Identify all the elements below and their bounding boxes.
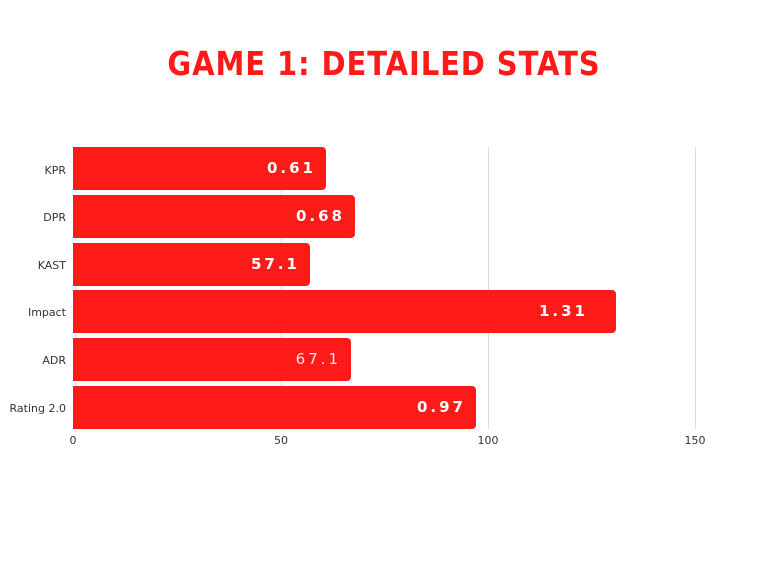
- bar-value-label: 57.1: [250, 255, 300, 273]
- bar-adr: 67.1: [73, 338, 351, 381]
- gridline-150: [695, 147, 696, 429]
- gridline-100: [488, 147, 489, 429]
- x-tick-label: 50: [274, 434, 288, 447]
- bar-value-label: 0.61: [266, 159, 316, 177]
- x-tick-label: 100: [477, 434, 499, 447]
- x-tick-label: 0: [69, 434, 77, 447]
- gridline-50: [281, 147, 282, 429]
- category-label: KAST: [37, 259, 66, 272]
- category-label: ADR: [42, 354, 66, 367]
- bar-value-label: 0.97: [416, 398, 466, 416]
- category-label: DPR: [43, 211, 66, 224]
- bar-value-label: 0.68: [295, 207, 345, 225]
- bar-kast: 57.1: [73, 243, 310, 286]
- bar-value-label: 67.1: [295, 350, 341, 368]
- bar-dpr: 0.68: [73, 195, 355, 238]
- category-label: KPR: [44, 164, 67, 177]
- bar-kpr: 0.61: [73, 147, 326, 190]
- chart-title: GAME 1: DETAILED STATS: [167, 44, 601, 83]
- category-label: Impact: [27, 306, 66, 319]
- category-label: Rating 2.0: [9, 402, 66, 415]
- bar-value-label: 1.31: [538, 302, 588, 320]
- x-tick-label: 150: [684, 434, 706, 447]
- bar-impact: 1.31: [73, 290, 616, 333]
- bar-rating: 0.97: [73, 386, 476, 429]
